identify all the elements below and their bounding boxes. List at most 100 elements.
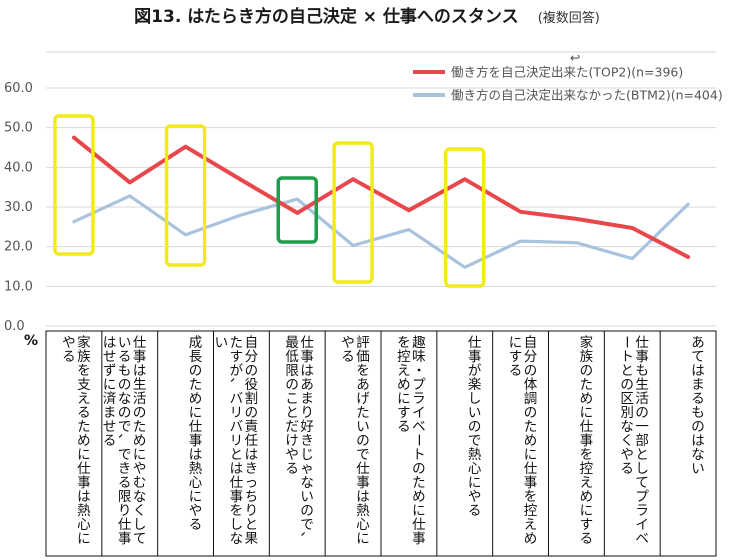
data-point xyxy=(184,233,187,237)
category-char: 熱 xyxy=(77,503,91,519)
category-char: 分 xyxy=(245,349,259,365)
category-char: た xyxy=(412,475,426,491)
category-char: の xyxy=(356,433,370,449)
category-char: 事 xyxy=(189,433,203,449)
category-char: え xyxy=(77,391,91,407)
category-char: あ xyxy=(691,335,705,351)
category-char: る xyxy=(285,461,299,477)
category-char: る xyxy=(397,419,411,435)
data-point xyxy=(351,177,355,181)
category-char: ト xyxy=(412,447,426,463)
category-char: 事 xyxy=(230,489,244,505)
category-char: が xyxy=(230,363,244,379)
data-point xyxy=(463,265,467,269)
category-char: の xyxy=(524,405,538,421)
category-char: 支 xyxy=(77,377,91,393)
category-char: 熱 xyxy=(356,503,370,519)
category-char: 限 xyxy=(285,363,299,379)
legend: 働き方を自己決定出来た(TOP2)(n=396) 働き方の自己決定出来なかった(B… xyxy=(413,50,723,103)
category-char: な xyxy=(118,391,132,407)
category-char: む xyxy=(133,475,147,491)
category-char: も xyxy=(118,363,132,379)
category-char: い xyxy=(356,419,370,435)
category-char: る xyxy=(103,433,117,449)
category-char: 味 xyxy=(412,349,426,365)
category-char: で xyxy=(118,419,132,435)
category-char: で xyxy=(118,447,132,463)
category-char: き xyxy=(118,461,132,477)
category-char: 家 xyxy=(580,334,594,351)
data-point xyxy=(128,181,132,184)
category-char: ま xyxy=(103,405,117,421)
category-char: な xyxy=(691,447,705,463)
highlight-box xyxy=(276,176,318,244)
category-char: の xyxy=(118,377,132,393)
category-char: ま xyxy=(300,391,314,407)
series-layer xyxy=(71,135,691,269)
data-point xyxy=(463,177,467,181)
category-char: は xyxy=(103,335,117,351)
category-char: 族 xyxy=(77,349,91,365)
category-char: る xyxy=(580,531,594,547)
category-char: 事 xyxy=(635,349,649,365)
category-char: い xyxy=(300,489,314,505)
category-char: 事 xyxy=(524,475,538,491)
category-char: め xyxy=(189,391,203,407)
category-char: 仕 xyxy=(300,335,314,351)
category-char: も xyxy=(691,405,705,421)
category-char: や xyxy=(341,335,355,351)
category-char: 熱 xyxy=(189,461,203,477)
category-char: き xyxy=(245,461,259,477)
category-char: 活 xyxy=(635,391,649,407)
category-char: 事 xyxy=(412,531,426,547)
category-char: く xyxy=(620,433,634,449)
category-char: 一 xyxy=(635,419,649,435)
category-char: を xyxy=(230,503,244,519)
category-char: に xyxy=(524,447,538,463)
category-char: る xyxy=(620,461,634,477)
legend-mark: ↩ xyxy=(570,50,580,65)
data-point xyxy=(686,202,690,206)
highlight-box xyxy=(444,147,486,288)
category-char: を xyxy=(580,447,594,463)
data-point xyxy=(575,241,578,245)
data-point xyxy=(686,255,690,259)
y-tick-label: 30.0 xyxy=(4,200,33,215)
category-char: に xyxy=(77,447,91,463)
category-char: た xyxy=(189,377,203,393)
category-char: 事 xyxy=(300,349,314,365)
category-char: た xyxy=(524,419,538,435)
category-char: は xyxy=(691,433,705,449)
category-char: た xyxy=(133,419,147,435)
category-char: 済 xyxy=(103,391,117,407)
category-char: 、 xyxy=(298,531,314,545)
category-char: を xyxy=(77,363,91,379)
category-char: る xyxy=(468,503,482,519)
data-point xyxy=(295,211,299,215)
category-char: ー xyxy=(410,433,426,447)
category-table: 家族を支えるために仕事は熱心にやる仕事は生活のためにやむなくしているものなので、… xyxy=(45,330,717,557)
category-char: や xyxy=(189,503,203,519)
category-char: き xyxy=(300,433,314,449)
category-char: は xyxy=(300,363,314,379)
data-point xyxy=(575,217,578,221)
category-char: 仕 xyxy=(230,475,244,491)
category-char: の xyxy=(189,363,203,379)
category-char: っ xyxy=(245,475,259,491)
category-char: 事 xyxy=(118,531,132,547)
category-char: め xyxy=(580,391,594,407)
category-char: 区 xyxy=(620,391,634,407)
category-char: す xyxy=(580,517,594,533)
data-point xyxy=(72,220,76,224)
highlight-box xyxy=(53,114,95,256)
category-char: ラ xyxy=(412,391,426,407)
data-point xyxy=(184,145,187,149)
data-point xyxy=(240,178,243,182)
